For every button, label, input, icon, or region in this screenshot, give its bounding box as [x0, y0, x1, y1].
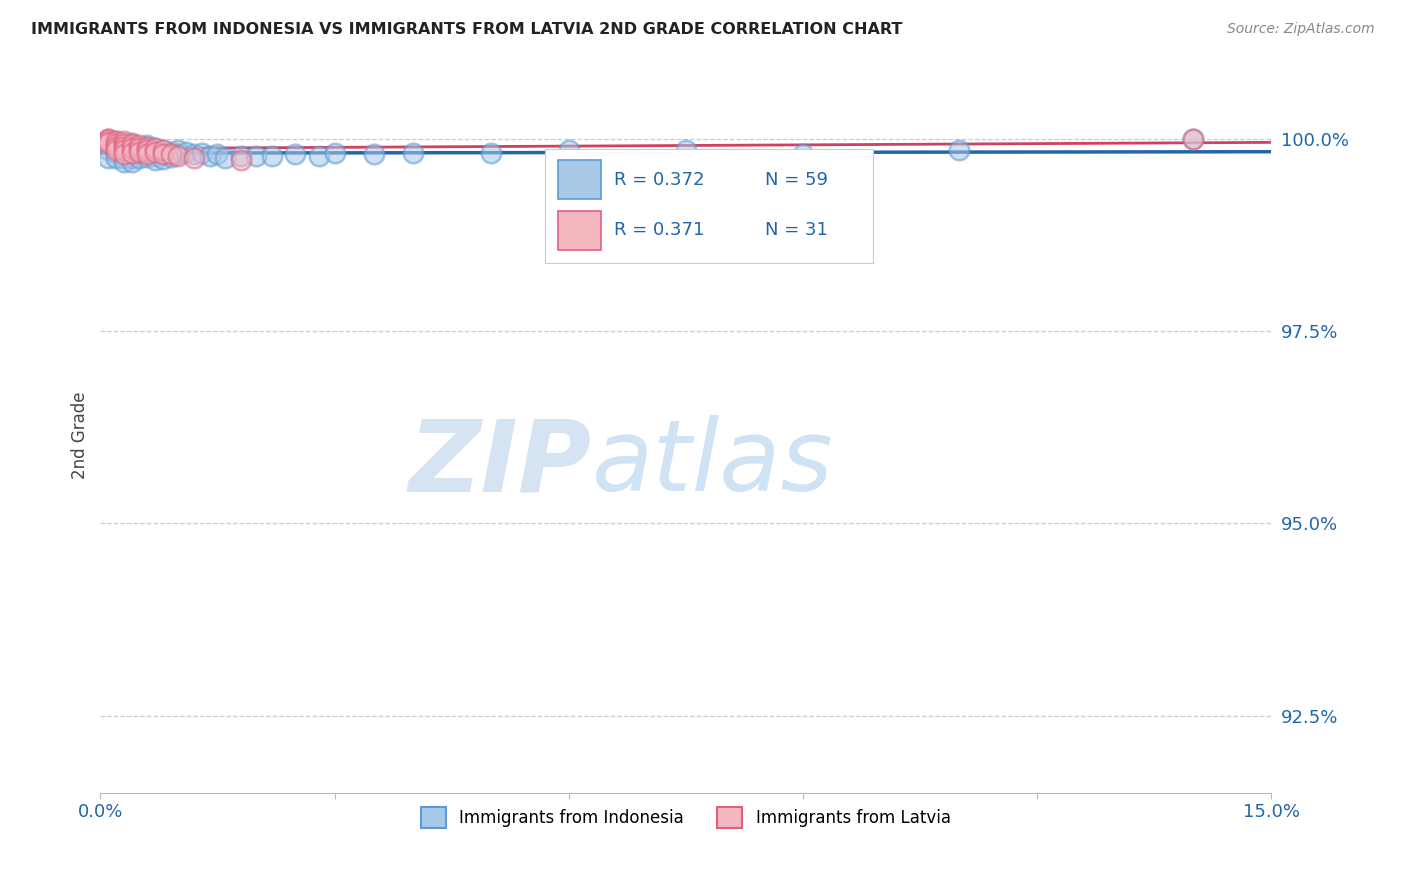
- Point: [136, 138, 159, 153]
- Point: [143, 141, 166, 155]
- Point: [128, 141, 150, 155]
- Point: [104, 151, 127, 165]
- Point: [104, 144, 127, 158]
- Text: ZIP: ZIP: [409, 415, 592, 512]
- Legend: Immigrants from Indonesia, Immigrants from Latvia: Immigrants from Indonesia, Immigrants fr…: [415, 801, 957, 834]
- Point: [128, 145, 150, 159]
- Point: [229, 149, 252, 163]
- Point: [479, 145, 502, 160]
- Point: [121, 145, 143, 160]
- Point: [112, 137, 135, 152]
- Point: [260, 149, 283, 163]
- Point: [143, 149, 166, 163]
- Point: [1182, 132, 1205, 146]
- Point: [104, 134, 127, 148]
- Point: [128, 139, 150, 153]
- Point: [284, 147, 307, 161]
- Point: [136, 150, 159, 164]
- Point: [112, 136, 135, 150]
- Point: [229, 153, 252, 168]
- Point: [401, 145, 423, 160]
- Y-axis label: 2nd Grade: 2nd Grade: [72, 392, 89, 479]
- Point: [121, 147, 143, 161]
- Text: IMMIGRANTS FROM INDONESIA VS IMMIGRANTS FROM LATVIA 2ND GRADE CORRELATION CHART: IMMIGRANTS FROM INDONESIA VS IMMIGRANTS …: [31, 22, 903, 37]
- Point: [159, 150, 181, 164]
- Point: [121, 141, 143, 155]
- Point: [112, 155, 135, 169]
- Point: [214, 151, 236, 165]
- Point: [136, 139, 159, 153]
- Point: [136, 141, 159, 155]
- Point: [363, 147, 385, 161]
- Point: [167, 144, 190, 158]
- Point: [152, 152, 174, 166]
- Point: [143, 141, 166, 155]
- Point: [167, 147, 190, 161]
- Point: [675, 144, 697, 158]
- Point: [97, 134, 120, 148]
- Point: [97, 151, 120, 165]
- Point: [159, 147, 181, 161]
- Point: [97, 132, 120, 146]
- Point: [112, 134, 135, 148]
- Point: [557, 144, 579, 158]
- Point: [121, 139, 143, 153]
- Point: [191, 145, 214, 160]
- Point: [152, 147, 174, 161]
- Point: [121, 151, 143, 165]
- Point: [143, 153, 166, 168]
- Point: [792, 147, 814, 161]
- Point: [207, 147, 229, 161]
- Point: [112, 144, 135, 158]
- Point: [97, 132, 120, 146]
- Point: [97, 144, 120, 158]
- Point: [323, 145, 346, 160]
- Point: [128, 147, 150, 161]
- Point: [167, 149, 190, 163]
- Point: [152, 144, 174, 158]
- Point: [112, 139, 135, 153]
- Point: [245, 149, 267, 163]
- Point: [174, 145, 197, 159]
- Point: [121, 144, 143, 158]
- Point: [136, 147, 159, 161]
- Point: [183, 151, 205, 165]
- Point: [104, 137, 127, 152]
- Point: [112, 139, 135, 153]
- Text: Source: ZipAtlas.com: Source: ZipAtlas.com: [1227, 22, 1375, 37]
- Point: [97, 136, 120, 150]
- Point: [121, 136, 143, 150]
- Point: [121, 155, 143, 169]
- Point: [152, 144, 174, 158]
- Point: [136, 144, 159, 158]
- Point: [128, 144, 150, 158]
- Point: [198, 149, 221, 163]
- Point: [308, 149, 330, 163]
- Point: [143, 145, 166, 159]
- Point: [104, 139, 127, 153]
- Point: [112, 147, 135, 161]
- Point: [128, 151, 150, 165]
- Point: [112, 151, 135, 165]
- Text: atlas: atlas: [592, 415, 834, 512]
- Point: [112, 147, 135, 161]
- Point: [104, 134, 127, 148]
- Point: [143, 145, 166, 159]
- Point: [136, 145, 159, 159]
- Point: [1182, 132, 1205, 146]
- Point: [121, 137, 143, 152]
- Point: [948, 144, 970, 158]
- Point: [112, 144, 135, 158]
- Point: [97, 136, 120, 150]
- Point: [183, 147, 205, 161]
- Point: [159, 145, 181, 159]
- Point: [104, 145, 127, 160]
- Point: [128, 138, 150, 153]
- Point: [104, 139, 127, 153]
- Point: [596, 170, 619, 185]
- Point: [152, 147, 174, 161]
